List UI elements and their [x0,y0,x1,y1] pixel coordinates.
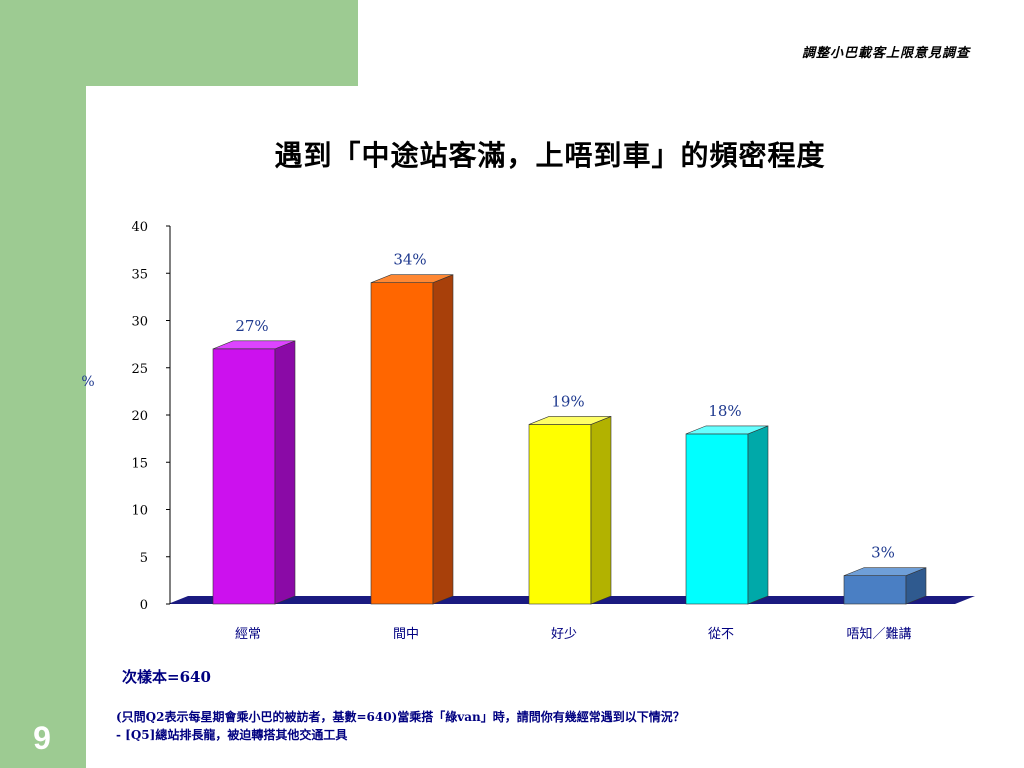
y-tick-label: 5 [140,551,148,566]
y-tick-label: 15 [131,456,148,471]
data-label: 34% [393,251,426,269]
y-tick-label: 20 [131,409,148,424]
y-tick-label: 0 [140,598,148,613]
top-decoration-block [0,0,358,86]
y-axis-label: % [81,374,94,390]
x-category-label: 間中 [393,627,419,642]
data-label: 19% [551,392,584,410]
x-category-label: 經常 [235,627,261,642]
bar-front [685,433,749,605]
bar-front [212,348,276,605]
y-tick-label: 35 [131,267,148,282]
y-tick-label: 40 [131,220,148,235]
bar-front [370,282,434,605]
y-tick-label: 30 [131,315,148,330]
x-category-label: 從不 [708,627,734,642]
data-label: 27% [235,317,268,335]
bar-side [590,416,612,605]
footnote-line-1: (只問Q2表示每星期會乘小巴的被訪者，基數=640)當乘搭「綠van」時，請問你… [116,710,685,724]
question-footnote: (只問Q2表示每星期會乘小巴的被訪者，基數=640)當乘搭「綠van」時，請問你… [116,708,685,744]
x-category-label: 好少 [551,627,577,642]
bar-front [528,424,592,605]
y-tick-label: 25 [131,362,148,377]
bar-side [432,274,454,605]
bar-side [274,340,296,605]
data-label: 3% [871,544,895,562]
sample-size-note: 次樣本=640 [122,668,211,686]
bar-top [685,425,769,435]
side-decoration-strip [0,0,86,768]
bar-top [212,340,296,350]
bar-top [843,567,927,576]
bar-top [528,416,612,425]
bar-top [370,274,454,284]
footnote-line-2: - [Q5]總站排長龍，被迫轉搭其他交通工具 [116,728,348,742]
bar-front [843,575,907,605]
survey-title: 調整小巴載客上限意見調查 [801,46,970,61]
data-label: 18% [708,402,741,420]
chart-title: 遇到「中途站客滿，上唔到車」的頻密程度 [274,139,826,172]
bar-side [747,425,769,605]
page-number: 9 [33,720,51,756]
y-tick-label: 10 [131,504,148,519]
x-category-label: 唔知／難講 [846,626,911,642]
